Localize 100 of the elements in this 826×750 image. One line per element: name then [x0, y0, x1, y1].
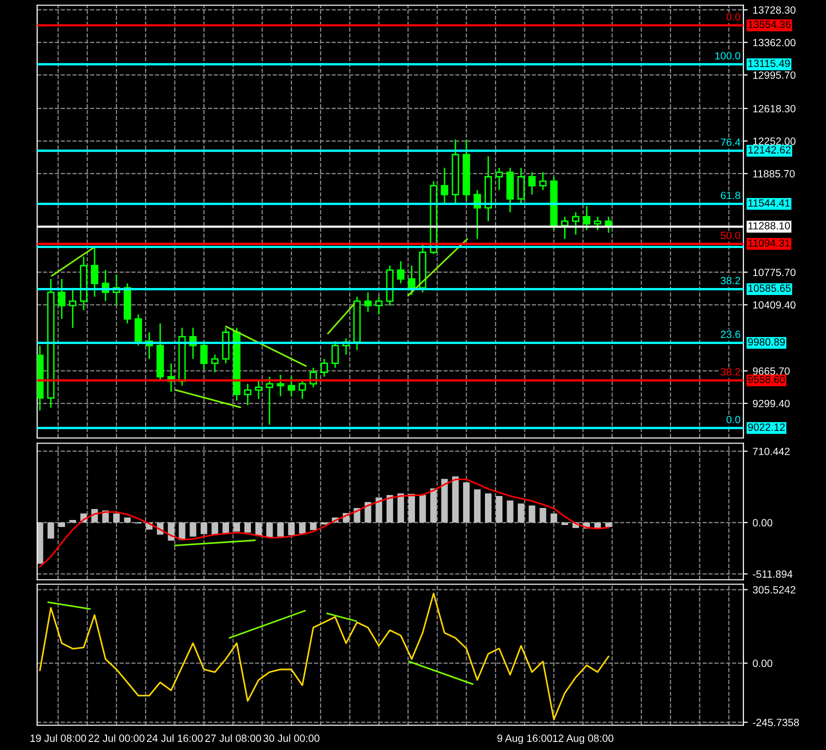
candlestick: [58, 278, 66, 320]
bar: [484, 493, 492, 523]
line-series: [39, 592, 610, 720]
candlestick: [364, 292, 372, 313]
candlestick: [528, 172, 536, 196]
bar: [397, 493, 404, 523]
bar: [200, 522, 208, 534]
x-tick-label: 9 Aug 16:00: [497, 734, 552, 744]
bar: [452, 476, 459, 523]
bar: [69, 520, 76, 523]
bar: [244, 522, 251, 533]
bar: [376, 497, 382, 523]
y-tick-label: 12995.70: [753, 71, 796, 79]
candlestick: [331, 340, 339, 368]
y-tick-label: 12618.30: [753, 104, 796, 112]
y-tick-label: 9299.40: [752, 400, 790, 408]
annotation: 38.2: [720, 368, 740, 376]
candlestick: [200, 340, 208, 370]
candlestick: [397, 260, 404, 284]
x-tick-label: 22 Jul 00:00: [88, 734, 144, 742]
annotation: 61.8: [720, 192, 740, 200]
bar: [288, 522, 295, 536]
candlestick: [594, 216, 602, 231]
candlestick: [211, 354, 219, 373]
candlestick: [90, 246, 98, 298]
x-tick-label: 30 Jul 00:00: [263, 734, 320, 742]
bar: [277, 522, 284, 537]
bar: [441, 478, 448, 523]
candlestick: [517, 167, 525, 204]
ref-line-label: 13554.36: [748, 20, 791, 28]
bar: [310, 522, 317, 530]
candlestick: [572, 212, 580, 236]
bar: [266, 522, 273, 538]
candlestick: [561, 216, 568, 240]
candlestick: [440, 167, 448, 204]
bar: [474, 489, 481, 523]
bar: [113, 514, 120, 523]
annotation: 0.0: [726, 416, 740, 424]
bar: [408, 494, 415, 523]
x-tick-label: 19 Jul 08:00: [30, 734, 86, 742]
y-tick-label: 0.00: [752, 660, 772, 668]
bar: [386, 494, 394, 523]
bar: [528, 505, 536, 523]
bar: [430, 488, 437, 523]
annotation: 100.0: [715, 52, 740, 60]
bar: [419, 494, 426, 523]
ref-line-label: 12142.62: [748, 146, 791, 154]
y-tick-label: 13362.00: [753, 38, 796, 46]
y-tick-label: 305.5242: [752, 586, 796, 594]
bar: [550, 514, 558, 523]
bar: [255, 522, 262, 536]
annotation: 38.2: [720, 276, 740, 284]
ref-line-label: 13115.49: [748, 60, 790, 68]
bar: [540, 508, 546, 523]
bar: [299, 522, 306, 534]
ref-line-label: 11094.31: [748, 239, 790, 247]
bar: [233, 522, 240, 532]
bar: [37, 522, 44, 564]
y-tick-label: 12252.00: [753, 138, 796, 145]
bar: [594, 522, 601, 528]
bar: [518, 503, 524, 523]
candlestick: [288, 376, 296, 397]
x-tick-label: 27 Jul 08:00: [205, 734, 262, 742]
bar: [58, 522, 66, 528]
bar: [48, 522, 54, 539]
annotation: 23.6: [720, 330, 740, 338]
candlestick: [539, 172, 547, 191]
y-tick-label: 10775.70: [753, 268, 796, 276]
bar: [212, 522, 218, 536]
candlestick: [244, 383, 252, 406]
x-tick-label: 12 Aug 08:00: [553, 734, 614, 744]
annotation: 76.4: [720, 138, 740, 146]
ref-line-label: 10585.65: [748, 284, 791, 292]
candlestick: [408, 264, 416, 296]
annotation: 50.0: [720, 232, 740, 240]
y-tick-label: 10409.40: [753, 301, 796, 309]
y-tick-label: 0.00: [752, 519, 772, 526]
line-series: [39, 478, 610, 568]
bar: [463, 482, 470, 523]
candlestick: [375, 296, 383, 316]
y-tick-label: 9665.70: [752, 367, 790, 375]
y-tick-label: 13728.30: [753, 6, 796, 14]
ref-line-label: 11288.10: [748, 222, 790, 230]
bar: [496, 496, 502, 523]
candlestick: [69, 287, 76, 329]
candlestick: [320, 358, 328, 378]
ref-line-label: 9980.89: [748, 338, 785, 346]
bar: [364, 502, 372, 523]
y-tick-label: -245.7358: [752, 718, 799, 726]
candlestick: [134, 314, 142, 346]
annotation: 0.0: [726, 13, 740, 20]
bar: [506, 500, 514, 523]
candlestick: [495, 167, 503, 191]
bar: [124, 518, 131, 523]
candlestick: [582, 205, 590, 231]
ref-line-label: 9022.12: [748, 423, 785, 431]
ref-line-label: 9558.60: [748, 376, 785, 384]
bar: [605, 522, 612, 528]
bar: [190, 522, 196, 537]
y-tick-label: 710.442: [752, 448, 790, 456]
